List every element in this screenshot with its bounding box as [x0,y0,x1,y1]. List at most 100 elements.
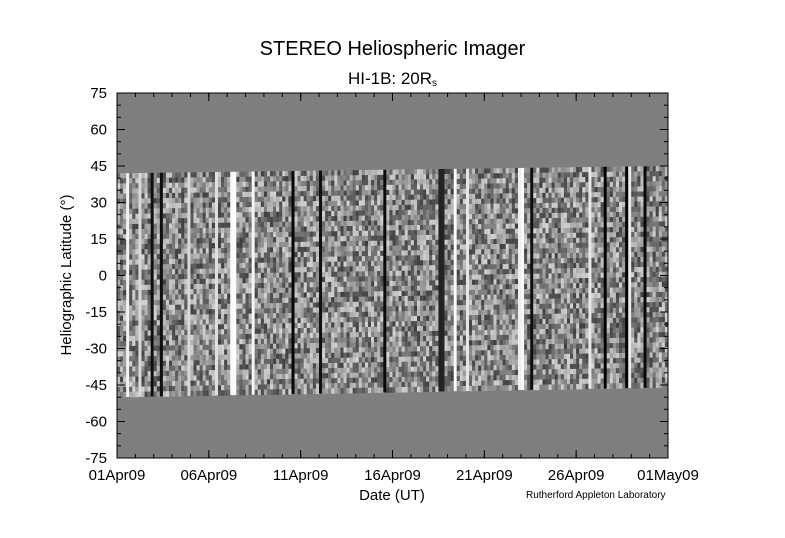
band-cell [147,254,152,260]
band-cell [184,207,188,214]
band-cell [368,316,372,323]
band-cell [472,188,476,195]
band-cell [300,180,305,187]
band-cell [429,199,433,205]
band-cell [276,308,280,314]
band-cell [416,199,421,206]
band-cell [306,388,311,395]
band-cell [254,303,259,309]
band-cell [325,256,329,263]
band-cell [423,224,427,231]
band-cell [328,352,332,359]
band-cell [352,241,357,247]
band-cell [144,315,149,321]
band-cell [117,392,121,398]
band-cell [297,338,302,344]
band-cell [371,266,375,272]
band-cell [392,336,396,343]
band-cell [147,310,152,316]
band-cell [325,358,329,364]
band-cell [196,385,201,392]
band-cell [279,282,283,289]
band-cell [355,271,360,277]
band-cell [153,254,158,260]
band-cell [144,264,149,270]
band-cell [420,336,424,342]
band-cell [181,263,185,270]
band-cell [123,386,127,393]
band-cell [420,280,424,286]
band-cell [303,297,308,304]
band-cell [147,289,152,296]
band-cell [120,336,124,342]
band-cell [371,372,375,378]
band-cell [129,341,133,347]
band-cell [257,171,262,177]
band-cell [340,372,344,379]
band-cell [276,368,280,375]
band-cell [334,388,338,394]
band-cell [459,315,464,321]
band-cell [493,173,497,179]
band-cell [413,184,418,190]
band-cell [364,235,369,242]
band-cell [478,224,482,230]
band-cell [294,343,298,349]
band-cell [273,333,277,339]
band-cell [322,175,326,182]
band-cell [199,233,204,239]
band-cell [285,257,289,263]
band-cell [144,294,149,301]
band-cell [496,284,501,290]
band-cell [371,331,375,338]
band-cell [172,360,176,367]
band-cell [239,379,243,386]
band-cell [328,363,332,369]
band-cell [459,380,464,387]
band-cell [337,226,341,232]
band-cell [245,369,250,375]
band-cell [322,261,326,268]
band-cell [478,219,482,225]
band-cell [132,264,136,271]
band-cell [502,238,507,245]
band-cell [227,227,231,234]
band-cell [346,388,351,394]
band-cell [282,237,286,243]
band-cell [456,194,461,200]
band-cell [469,365,473,372]
band-cell [331,383,335,389]
band-cell [447,189,452,195]
band-cell [392,250,396,257]
band-cell [211,288,216,295]
band-cell [358,382,363,389]
band-cell [294,307,298,314]
band-cell [413,265,418,271]
band-cell [178,314,182,321]
band-cell [300,216,305,222]
band-cell [196,294,201,300]
band-cell [361,215,366,222]
band-cell [282,186,286,192]
band-cell [218,187,222,193]
band-cell [202,319,207,325]
band-cell [429,305,433,312]
band-cell [273,363,277,370]
band-cell [426,300,430,307]
band-cell [377,169,381,176]
band-cell [254,201,259,208]
band-cell [395,285,400,292]
band-cell [276,247,280,253]
band-cell [312,226,317,232]
band-cell [447,244,452,251]
band-cell [199,172,204,178]
band-cell [478,264,482,270]
band-cell [398,376,403,383]
band-cell [395,250,400,257]
band-cell [248,379,253,386]
band-cell [245,364,250,370]
band-cell [423,351,427,357]
band-cell [135,310,139,316]
band-cell [374,215,378,221]
band-cell [297,343,302,349]
